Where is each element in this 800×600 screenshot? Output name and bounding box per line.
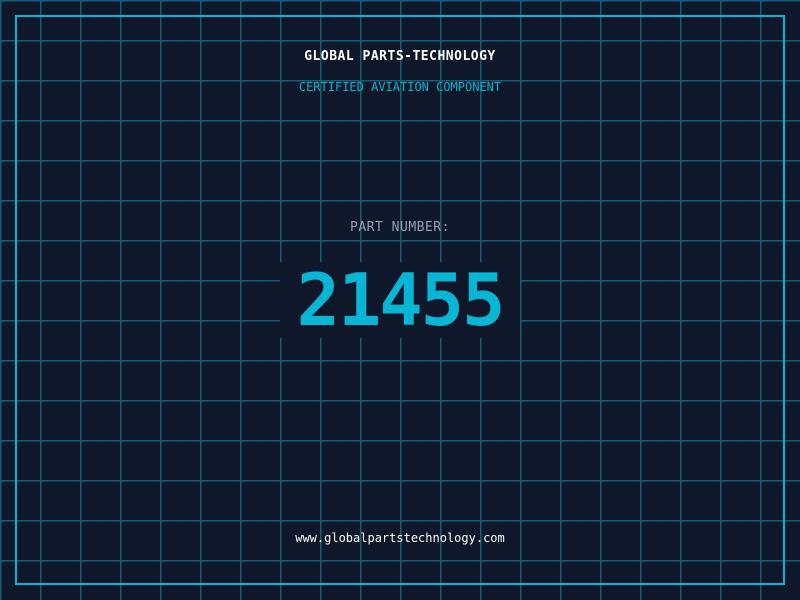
company-title: GLOBAL PARTS-TECHNOLOGY: [304, 49, 496, 64]
border-frame: [15, 15, 785, 585]
part-number-label: PART NUMBER:: [350, 220, 450, 235]
subtitle: CERTIFIED AVIATION COMPONENT: [298, 80, 502, 94]
website-url: www.globalpartstechnology.com: [295, 531, 505, 545]
part-number-value: 21455: [280, 262, 520, 338]
